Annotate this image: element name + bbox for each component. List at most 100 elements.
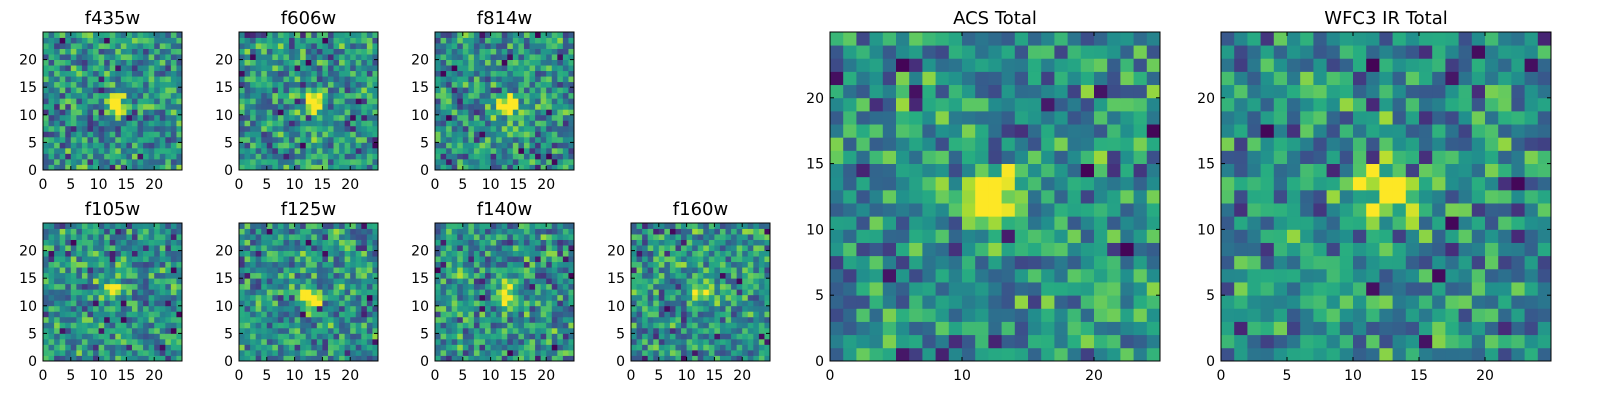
heatmap-cell: [54, 261, 61, 268]
heatmap-cell: [440, 283, 447, 290]
heatmap-cell: [120, 37, 127, 44]
heatmap-cell: [93, 37, 99, 44]
heatmap-cell: [65, 103, 72, 110]
y-tick-label: 0: [224, 354, 233, 370]
heatmap-cell: [126, 256, 133, 263]
heatmap-cell: [277, 158, 284, 165]
heatmap-cell: [731, 349, 738, 356]
heatmap-cell: [131, 142, 138, 149]
heatmap-cell: [830, 176, 844, 191]
heatmap-cell: [93, 120, 99, 127]
heatmap-cell: [165, 153, 172, 160]
heatmap-cell: [1001, 334, 1016, 349]
heatmap-cell: [76, 261, 83, 268]
heatmap-cell: [473, 305, 480, 312]
heatmap-cell: [154, 311, 161, 318]
heatmap-cell: [446, 294, 453, 301]
heatmap-cell: [457, 125, 464, 132]
heatmap-cell: [170, 223, 177, 229]
heatmap-cell: [272, 267, 279, 274]
heatmap-cell: [562, 136, 569, 143]
heatmap-cell: [764, 344, 771, 351]
heatmap-cell: [546, 327, 553, 334]
heatmap-cell: [148, 65, 155, 72]
heatmap-cell: [843, 334, 857, 349]
heatmap-cell: [518, 256, 525, 263]
heatmap-cell: [1107, 295, 1121, 309]
heatmap-cell: [451, 344, 458, 351]
heatmap-cell: [137, 98, 144, 105]
heatmap-cell: [714, 322, 721, 329]
heatmap-cell: [170, 70, 177, 77]
heatmap-cell: [109, 322, 116, 329]
heatmap-cell: [327, 120, 334, 127]
heatmap-cell: [148, 59, 155, 66]
heatmap-cell: [653, 322, 660, 329]
heatmap-cell: [568, 223, 575, 229]
heatmap-cell: [93, 109, 99, 116]
heatmap-cell: [529, 305, 536, 312]
heatmap-cell: [250, 109, 257, 116]
heatmap-cell: [311, 109, 318, 116]
heatmap-cell: [109, 338, 116, 345]
panel-title: f105w: [85, 199, 140, 220]
heatmap-cell: [703, 316, 710, 323]
heatmap-cell: [496, 109, 503, 116]
heatmap-cell: [1080, 189, 1095, 204]
heatmap-cell: [501, 43, 508, 49]
heatmap-cell: [468, 54, 475, 60]
heatmap-cell: [283, 59, 290, 66]
heatmap-cell: [462, 327, 469, 334]
heatmap-cell: [742, 278, 749, 285]
heatmap-cell: [507, 256, 514, 263]
heatmap-cell: [300, 81, 307, 88]
heatmap-cell: [1041, 189, 1055, 204]
heatmap-cell: [681, 349, 687, 356]
heatmap-cell: [462, 54, 469, 60]
heatmap-cell: [462, 125, 469, 132]
heatmap-cell: [316, 344, 323, 351]
heatmap-cell: [283, 311, 290, 318]
heatmap-cell: [703, 289, 710, 296]
heatmap-cell: [98, 32, 105, 38]
heatmap-cell: [300, 289, 307, 296]
heatmap-cell: [261, 136, 268, 143]
heatmap-cell: [350, 338, 357, 345]
heatmap-cell: [546, 344, 553, 351]
heatmap-cell: [355, 327, 362, 334]
heatmap-cell: [568, 289, 575, 296]
heatmap-cell: [289, 338, 295, 345]
heatmap-cell: [485, 239, 491, 246]
heatmap-cell: [289, 316, 295, 323]
heatmap-cell: [457, 289, 464, 296]
heatmap-cell: [468, 120, 475, 127]
heatmap-cell: [540, 338, 547, 345]
heatmap-cell: [366, 70, 373, 77]
heatmap-cell: [473, 278, 480, 285]
heatmap-cell: [512, 81, 519, 88]
heatmap-cell: [266, 322, 273, 329]
heatmap-cell: [289, 300, 295, 307]
heatmap-cell: [87, 109, 94, 116]
heatmap-cell: [311, 70, 318, 77]
heatmap-cell: [165, 228, 172, 235]
heatmap-cell: [366, 32, 373, 38]
heatmap-cell: [535, 261, 542, 268]
heatmap-cell: [159, 294, 166, 301]
heatmap-cell: [869, 255, 884, 270]
heatmap-cell: [496, 164, 503, 171]
heatmap-cell: [143, 32, 150, 38]
heatmap-cell: [294, 76, 301, 83]
heatmap-cell: [176, 81, 183, 88]
heatmap-cell: [435, 32, 441, 38]
heatmap-cell: [523, 147, 530, 154]
panel-title: f125w: [281, 199, 336, 220]
heatmap-cell: [457, 311, 464, 318]
heatmap-cell: [496, 239, 503, 246]
heatmap-cell: [266, 228, 273, 235]
heatmap-cell: [143, 311, 150, 318]
heatmap-cell: [176, 98, 183, 105]
heatmap-cell: [1067, 308, 1082, 322]
heatmap-cell: [988, 229, 1002, 243]
